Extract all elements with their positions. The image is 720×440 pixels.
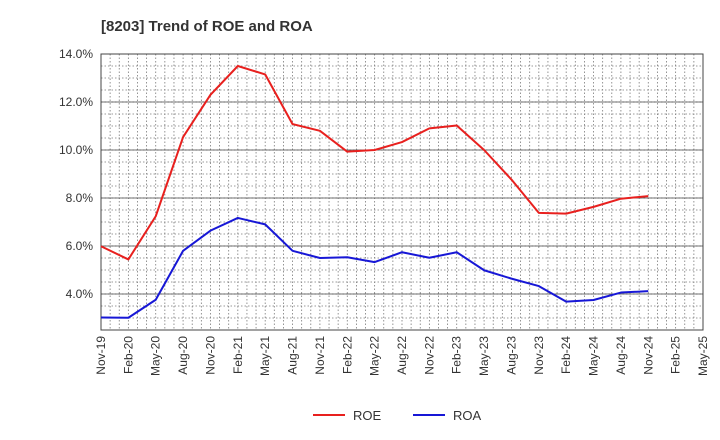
x-tick-label: Nov-24 xyxy=(641,336,655,375)
x-tick-label: May-25 xyxy=(696,336,710,376)
chart-title: [8203] Trend of ROE and ROA xyxy=(101,18,313,35)
x-tick-label: Aug-21 xyxy=(286,336,300,375)
x-tick-label: Feb-23 xyxy=(450,336,464,374)
x-tick-label: Feb-25 xyxy=(669,336,683,374)
tick-labels: 4.0% 6.0% 8.0% 10.0% 12.0% 14.0% Nov-19 Feb-20 M… xyxy=(59,47,710,376)
x-tick-label: Aug-24 xyxy=(614,336,628,375)
x-tick-label: May-23 xyxy=(477,336,491,376)
y-tick-label: 4.0% xyxy=(66,287,94,301)
legend-label: ROE xyxy=(353,408,382,423)
axes xyxy=(100,53,704,331)
x-tick-label: Nov-23 xyxy=(532,336,546,375)
y-tick-label: 8.0% xyxy=(66,191,94,205)
y-tick-label: 10.0% xyxy=(59,143,93,157)
y-tick-label: 6.0% xyxy=(66,239,94,253)
x-tick-label: Feb-20 xyxy=(121,336,135,374)
legend-item-roe: ROE xyxy=(313,408,382,423)
series-lines xyxy=(100,65,649,319)
x-tick-label: Aug-20 xyxy=(176,336,190,375)
legend-label: ROA xyxy=(453,408,482,423)
legend: ROE ROA xyxy=(313,408,482,423)
x-tick-label: Feb-21 xyxy=(231,336,245,374)
series-line-roa xyxy=(100,216,649,319)
x-tick-label: May-22 xyxy=(368,336,382,376)
plot-frame xyxy=(100,53,704,331)
x-tick-label: Nov-21 xyxy=(313,336,327,375)
x-tick-label: May-21 xyxy=(258,336,272,376)
grid-lines xyxy=(101,54,703,330)
x-tick-label: Nov-22 xyxy=(422,336,436,375)
x-tick-label: Nov-19 xyxy=(94,336,108,375)
x-tick-label: May-20 xyxy=(149,336,163,376)
x-tick-label: Nov-20 xyxy=(203,336,217,375)
x-tick-label: May-24 xyxy=(587,336,601,376)
series-line-roe xyxy=(100,65,649,261)
y-tick-label: 14.0% xyxy=(59,47,93,61)
legend-item-roa: ROA xyxy=(413,408,482,423)
x-tick-label: Feb-22 xyxy=(340,336,354,374)
x-tick-label: Feb-24 xyxy=(559,336,573,374)
x-tick-label: Aug-23 xyxy=(504,336,518,375)
y-tick-label: 12.0% xyxy=(59,95,93,109)
x-tick-label: Aug-22 xyxy=(395,336,409,375)
